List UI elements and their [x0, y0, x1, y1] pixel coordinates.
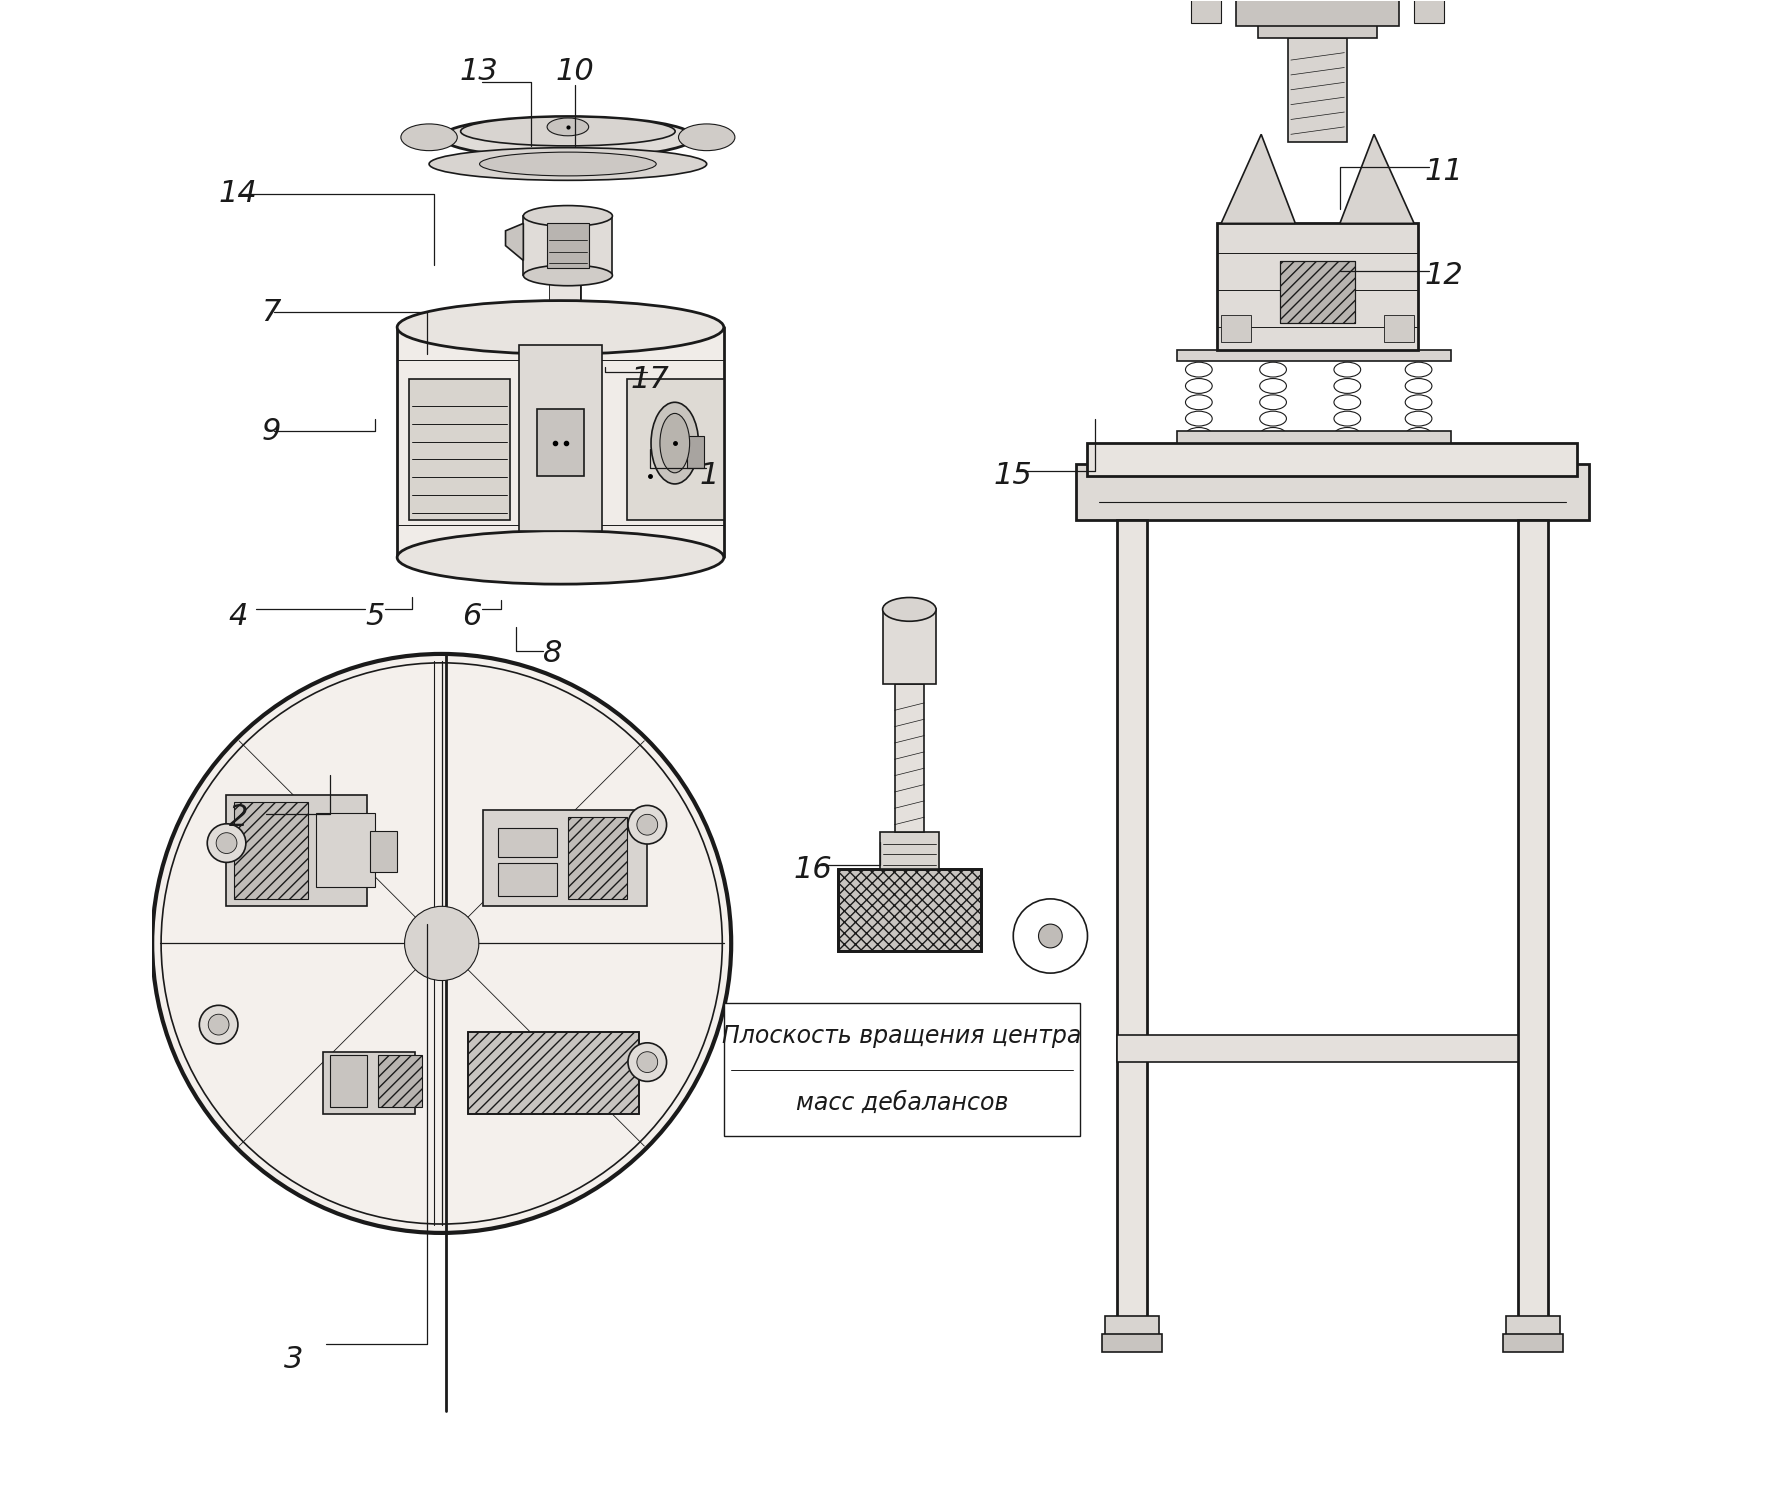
Bar: [880, 832, 939, 869]
Text: 11: 11: [1424, 158, 1463, 186]
Bar: [1506, 1317, 1560, 1337]
Bar: [1191, 0, 1222, 22]
Bar: [1281, 260, 1354, 322]
Circle shape: [404, 906, 479, 981]
Bar: [628, 379, 725, 520]
Bar: [324, 1052, 415, 1114]
Ellipse shape: [678, 123, 735, 150]
Ellipse shape: [547, 117, 589, 135]
Text: 14: 14: [218, 180, 258, 208]
Bar: [519, 345, 603, 531]
Bar: [497, 828, 558, 857]
Bar: [894, 684, 925, 832]
Bar: [837, 869, 980, 951]
Text: 10: 10: [556, 58, 594, 86]
Ellipse shape: [401, 123, 458, 150]
Bar: [549, 245, 580, 342]
Ellipse shape: [442, 116, 694, 158]
Bar: [1102, 1334, 1161, 1352]
Text: 7: 7: [261, 299, 281, 327]
Text: 5: 5: [365, 602, 385, 632]
Bar: [370, 831, 397, 872]
Bar: [567, 817, 628, 899]
Circle shape: [637, 814, 658, 835]
Text: 3: 3: [283, 1345, 302, 1373]
Ellipse shape: [660, 413, 689, 473]
Circle shape: [208, 1015, 229, 1036]
Text: 13: 13: [460, 58, 497, 86]
Ellipse shape: [882, 597, 936, 621]
Text: 1: 1: [699, 461, 719, 490]
Ellipse shape: [651, 403, 698, 484]
Bar: [537, 409, 585, 476]
Bar: [1088, 443, 1578, 476]
Bar: [1503, 1334, 1562, 1352]
Bar: [315, 813, 376, 887]
Text: 16: 16: [794, 854, 832, 884]
Circle shape: [199, 1006, 238, 1043]
Bar: [1222, 315, 1251, 342]
Bar: [1177, 349, 1451, 361]
Bar: [377, 1055, 422, 1107]
Circle shape: [1038, 924, 1063, 948]
Bar: [1106, 1317, 1159, 1337]
Bar: [1385, 315, 1413, 342]
Ellipse shape: [479, 152, 657, 175]
Bar: [469, 1033, 639, 1114]
Circle shape: [1013, 899, 1088, 973]
Bar: [837, 869, 980, 951]
Ellipse shape: [397, 300, 725, 354]
Text: 2: 2: [229, 802, 249, 832]
Text: 8: 8: [544, 639, 564, 669]
Bar: [234, 802, 308, 899]
Bar: [1217, 223, 1419, 349]
Text: Плоскость вращения центра: Плоскость вращения центра: [723, 1024, 1082, 1048]
Bar: [1116, 1036, 1519, 1062]
Text: 15: 15: [995, 461, 1032, 490]
Circle shape: [152, 654, 732, 1233]
Bar: [547, 223, 589, 267]
Text: 17: 17: [630, 364, 669, 394]
Circle shape: [216, 832, 236, 853]
Circle shape: [637, 1052, 658, 1073]
Bar: [1236, 0, 1399, 25]
Bar: [1281, 260, 1354, 322]
Circle shape: [208, 823, 245, 862]
Text: 9: 9: [261, 416, 281, 446]
Polygon shape: [1222, 134, 1295, 223]
Bar: [524, 215, 612, 275]
Text: 12: 12: [1424, 262, 1463, 290]
Bar: [1519, 520, 1547, 1320]
Text: масс дебалансов: масс дебалансов: [796, 1091, 1009, 1114]
Text: 6: 6: [462, 602, 481, 632]
Bar: [227, 795, 367, 906]
Bar: [410, 379, 510, 520]
Circle shape: [628, 1043, 667, 1082]
Bar: [483, 810, 646, 906]
Polygon shape: [506, 223, 524, 260]
Ellipse shape: [429, 147, 707, 180]
Bar: [469, 1033, 639, 1114]
Bar: [1075, 464, 1589, 520]
Bar: [882, 609, 936, 684]
Bar: [331, 1055, 367, 1107]
Ellipse shape: [397, 531, 725, 584]
Ellipse shape: [524, 205, 612, 226]
Text: 4: 4: [229, 602, 249, 632]
Bar: [1116, 520, 1147, 1320]
Bar: [397, 327, 725, 557]
Circle shape: [628, 805, 667, 844]
Bar: [1177, 431, 1451, 443]
Polygon shape: [1340, 134, 1413, 223]
Bar: [725, 1003, 1081, 1137]
Ellipse shape: [524, 265, 612, 285]
Ellipse shape: [460, 117, 674, 146]
Bar: [687, 435, 705, 468]
Bar: [1413, 0, 1444, 22]
Bar: [1258, 0, 1378, 37]
Bar: [1288, 37, 1347, 141]
Bar: [497, 863, 558, 896]
